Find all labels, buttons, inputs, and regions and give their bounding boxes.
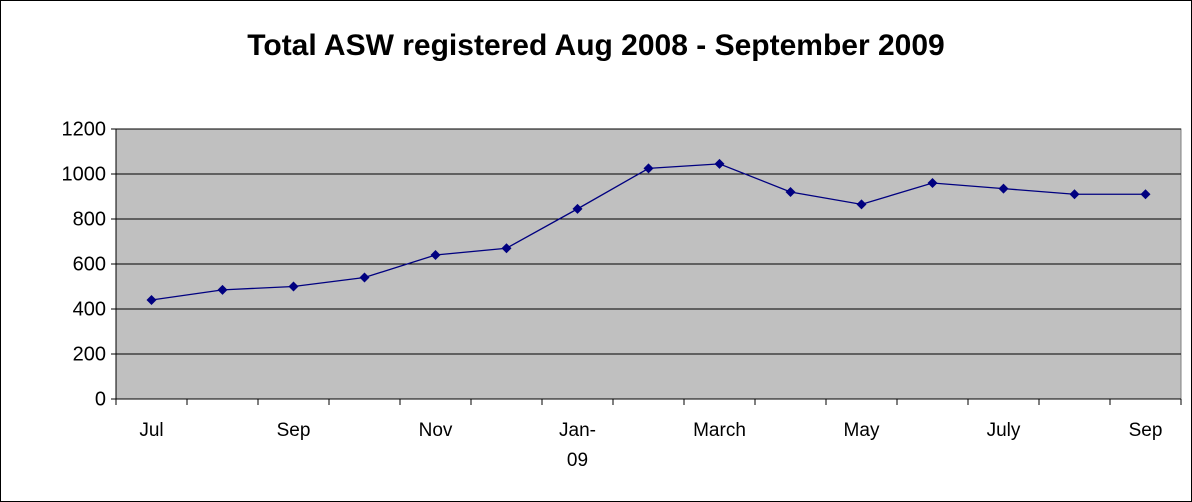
y-tick-label: 1200 [62,118,107,140]
x-tick-label: May [843,420,880,441]
y-tick-label: 800 [73,208,106,230]
y-tick-label: 1000 [62,163,107,185]
x-tick-label: March [693,420,746,441]
marker [714,158,725,169]
marker [288,281,299,292]
y-tick-label: 400 [73,298,106,320]
marker [785,187,796,197]
marker [643,163,654,174]
y-tick-label: 200 [73,343,106,365]
chart-title: Total ASW registered Aug 2008 - Septembe… [247,29,944,62]
marker [430,250,441,260]
marker [856,199,867,210]
x-tick-label: Nov [418,420,453,441]
y-tick-label: 600 [73,253,106,275]
x-tick-label: Sep [1128,420,1163,441]
x-tick-label: Sep [276,420,311,441]
x-tick-label: Jul [139,420,164,441]
marker [217,284,228,295]
x-tick-label: July [986,420,1021,441]
marker [359,272,370,283]
y-tick-label: 0 [95,388,106,410]
marker [998,183,1009,194]
x-tick-label: Jan-09 [559,420,596,471]
marker [1140,189,1151,200]
marker [572,203,583,214]
marker [1069,189,1080,200]
marker [146,295,157,305]
marker [501,243,512,254]
marker [927,178,938,188]
